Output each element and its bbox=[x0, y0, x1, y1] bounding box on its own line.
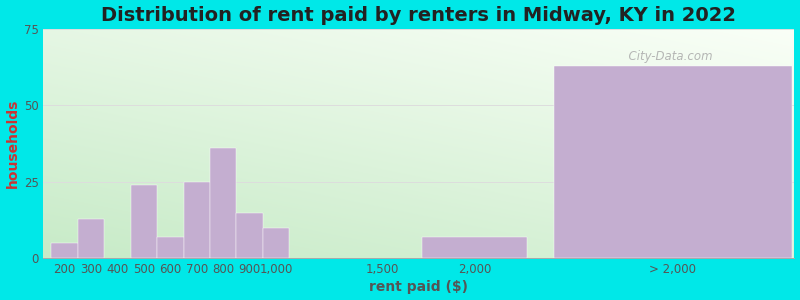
Bar bbox=[210, 148, 237, 258]
Y-axis label: households: households bbox=[6, 99, 19, 188]
Bar bbox=[78, 219, 104, 258]
Bar bbox=[157, 237, 184, 258]
Bar bbox=[263, 228, 290, 258]
Bar bbox=[184, 182, 210, 258]
Title: Distribution of rent paid by renters in Midway, KY in 2022: Distribution of rent paid by renters in … bbox=[102, 6, 737, 25]
X-axis label: rent paid ($): rent paid ($) bbox=[370, 280, 469, 294]
Bar bbox=[237, 212, 263, 258]
Bar bbox=[51, 243, 78, 258]
Bar bbox=[554, 66, 792, 258]
Text: City-Data.com: City-Data.com bbox=[621, 50, 713, 63]
Bar bbox=[130, 185, 157, 258]
Bar bbox=[422, 237, 527, 258]
